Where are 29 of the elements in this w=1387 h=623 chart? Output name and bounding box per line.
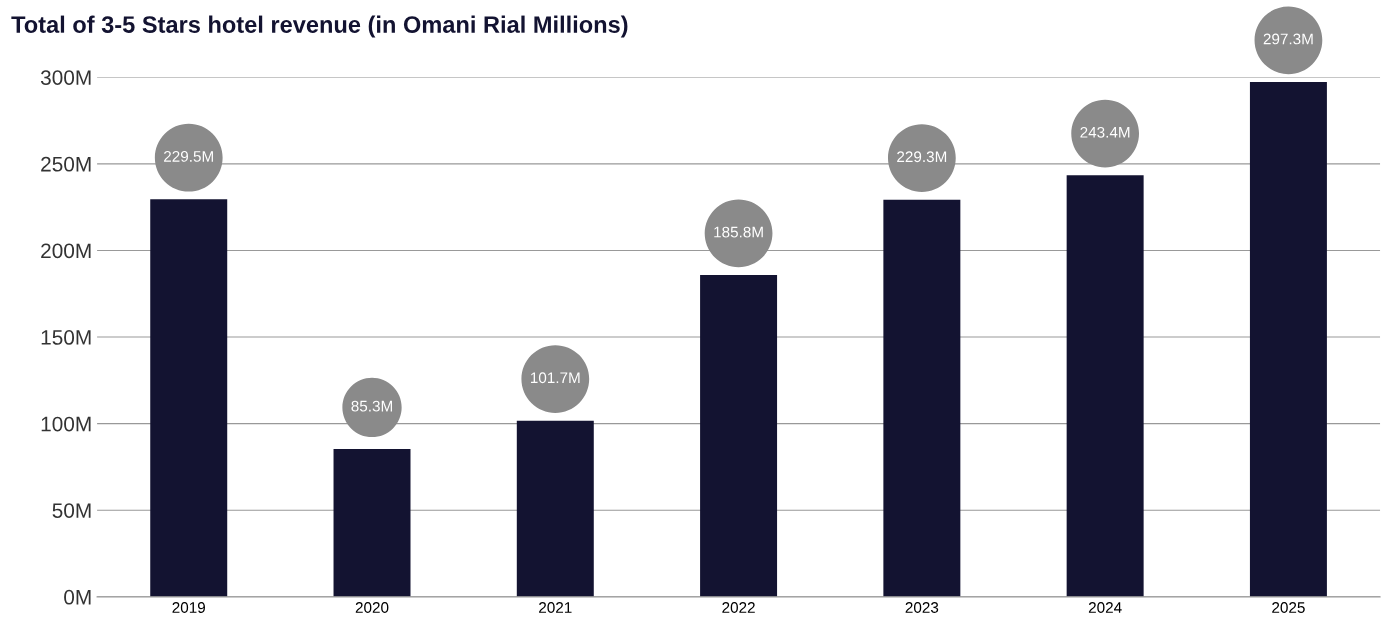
data-label: 101.7M [530, 372, 580, 384]
y-tick-label: 250M [41, 156, 91, 172]
bar [150, 199, 228, 597]
y-tick-label: 50M [52, 503, 91, 518]
y-tick-label: 300M [40, 70, 91, 86]
x-tick-label: 2024 [1088, 602, 1122, 613]
data-label: 297.3M [1263, 33, 1313, 45]
y-tick-label: 100M [41, 416, 91, 432]
y-tick-label: 150M [41, 330, 91, 345]
bar [333, 449, 411, 597]
data-label: 243.4M [1080, 126, 1130, 138]
y-tick-label: 200M [41, 243, 91, 259]
data-label: 85.3M [351, 400, 392, 412]
x-tick-label: 2021 [539, 602, 572, 613]
bar [883, 199, 961, 597]
x-tick-label: 2020 [355, 602, 389, 613]
data-label: 229.3M [897, 151, 947, 163]
bar [516, 420, 594, 597]
data-label: 229.5M [164, 150, 213, 162]
bar [700, 275, 778, 597]
y-tick-label: 0M [64, 589, 91, 605]
bar [1249, 81, 1327, 597]
x-tick-label: 2019 [172, 602, 205, 613]
x-tick-label: 2025 [1272, 602, 1305, 613]
data-label: 185.8M [714, 226, 763, 238]
bar [1066, 175, 1144, 597]
x-tick-label: 2022 [722, 602, 755, 613]
x-tick-label: 2023 [905, 602, 939, 613]
chart-title: Total of 3-5 Stars hotel revenue (in Omani Rial Millions) [11, 15, 628, 38]
